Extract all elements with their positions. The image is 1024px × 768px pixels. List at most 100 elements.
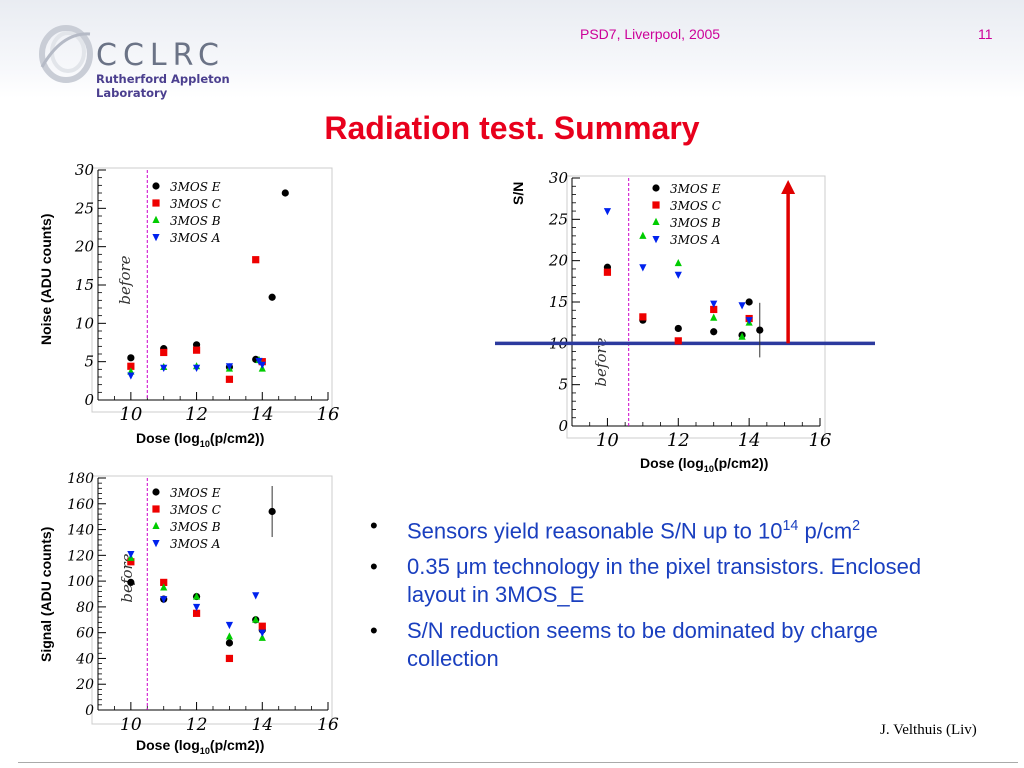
legend-label: 3MOS A bbox=[170, 231, 221, 245]
data-point bbox=[192, 364, 201, 372]
data-point bbox=[225, 632, 234, 640]
data-point bbox=[674, 324, 682, 333]
y-tick-label: 180 bbox=[67, 471, 94, 487]
bullet-dot: • bbox=[370, 513, 378, 538]
x-tick-label: 14 bbox=[251, 404, 274, 425]
x-tick-label: 16 bbox=[317, 404, 340, 425]
y-tick-label: 120 bbox=[67, 548, 94, 564]
legend-label: 3MOS B bbox=[170, 214, 221, 228]
data-point bbox=[603, 208, 612, 216]
x-label-text: Dose (log bbox=[136, 430, 200, 446]
x-label-text: Dose (log bbox=[640, 455, 704, 471]
red-arrow-head bbox=[781, 180, 796, 194]
y-tick-label: 80 bbox=[76, 600, 94, 616]
logo-swirl-icon bbox=[39, 25, 93, 83]
series-E bbox=[603, 263, 764, 339]
data-point bbox=[258, 633, 266, 641]
x-tick-label: 14 bbox=[738, 430, 761, 451]
legend-marker bbox=[152, 215, 160, 223]
series-A bbox=[127, 357, 266, 380]
data-point bbox=[258, 358, 266, 366]
data-point bbox=[738, 302, 746, 310]
data-point bbox=[252, 592, 260, 600]
series-A bbox=[127, 551, 266, 637]
x-tick-label: 16 bbox=[317, 715, 339, 735]
legend-label: 3MOS E bbox=[170, 486, 221, 500]
x-label-tail: (p/cm2)) bbox=[209, 737, 265, 753]
y-tick-label: 5 bbox=[558, 376, 568, 394]
x-label-text: Dose (log bbox=[136, 737, 200, 753]
y-tick-label: 0 bbox=[84, 391, 94, 409]
legend-marker bbox=[152, 182, 160, 190]
x-label-sub: 10 bbox=[703, 463, 714, 474]
plot-frame bbox=[91, 167, 333, 413]
legend-marker bbox=[152, 521, 160, 529]
data-point bbox=[710, 300, 718, 308]
header-band bbox=[0, 0, 1024, 98]
x-tick-label: 10 bbox=[596, 430, 619, 451]
data-point bbox=[603, 268, 612, 276]
legend-label: 3MOS E bbox=[670, 182, 721, 196]
data-point bbox=[225, 375, 234, 383]
series-C bbox=[603, 268, 753, 345]
legend-label: 3MOS C bbox=[670, 199, 721, 213]
x-tick-label: 16 bbox=[809, 430, 832, 451]
y-tick-label: 5 bbox=[84, 353, 94, 371]
legend-label: 3MOS A bbox=[170, 537, 221, 551]
y-tick-label: 10 bbox=[75, 314, 95, 332]
data-point bbox=[639, 264, 647, 272]
data-point bbox=[710, 328, 718, 336]
legend-marker bbox=[152, 540, 160, 548]
series-C bbox=[127, 558, 266, 663]
legend-marker bbox=[652, 184, 660, 192]
noise-x-axis-label: Dose (log10(p/cm2)) bbox=[136, 430, 264, 449]
series-B bbox=[639, 231, 753, 340]
data-point bbox=[225, 621, 234, 630]
x-label-sub: 10 bbox=[199, 438, 210, 449]
signal-y-axis-label: Signal (ADU counts) bbox=[38, 526, 54, 662]
data-point bbox=[268, 293, 276, 301]
data-point bbox=[258, 629, 266, 637]
bullet-text-tail: p/cm bbox=[798, 518, 853, 544]
data-point bbox=[127, 558, 135, 566]
y-tick-label: 0 bbox=[558, 417, 568, 435]
cclrc-logo: CCLRC Rutherford Appleton Laboratory bbox=[32, 12, 292, 100]
data-point bbox=[268, 507, 276, 516]
x-label-tail: (p/cm2)) bbox=[209, 430, 265, 446]
x-tick-label: 12 bbox=[186, 715, 208, 735]
legend-label: 3MOS A bbox=[670, 233, 721, 247]
data-point bbox=[160, 596, 168, 604]
x-tick-label: 12 bbox=[185, 404, 208, 425]
slide-title: Radiation test. Summary bbox=[324, 110, 700, 146]
y-tick-label: 15 bbox=[549, 293, 568, 311]
x-tick-label: 10 bbox=[119, 404, 142, 425]
data-point bbox=[255, 357, 263, 366]
data-point bbox=[225, 639, 234, 647]
y-tick-label: 25 bbox=[548, 210, 568, 228]
data-point bbox=[745, 298, 753, 306]
sn-x-axis-label: Dose (log10(p/cm2)) bbox=[640, 455, 768, 474]
y-tick-label: 30 bbox=[549, 169, 569, 187]
y-tick-label: 20 bbox=[74, 238, 95, 256]
data-point bbox=[127, 372, 135, 380]
data-point bbox=[192, 592, 201, 600]
x-tick-label: 10 bbox=[120, 715, 142, 735]
signal-chart: 0 20 40 60 80 100 120 140 160 180 10 12 14 16 before 3M… bbox=[67, 471, 339, 735]
data-point bbox=[738, 332, 746, 340]
data-point bbox=[127, 551, 135, 559]
bullet-dot: • bbox=[370, 618, 378, 644]
y-tick-label: 25 bbox=[74, 199, 94, 217]
data-point bbox=[710, 313, 718, 321]
legend-marker bbox=[152, 505, 160, 513]
data-point bbox=[281, 189, 289, 197]
logo-text: CCLRC bbox=[96, 38, 225, 73]
x-label-tail: (p/cm2)) bbox=[713, 455, 769, 471]
noise-chart: 0 5 10 15 20 25 30 10 12 14 16 before 3MOS E 3MOS C 3M… bbox=[74, 161, 340, 425]
legend-marker bbox=[652, 217, 660, 225]
conference-label: PSD7, Liverpool, 2005 bbox=[580, 26, 721, 42]
data-point bbox=[639, 231, 647, 239]
x-tick-label: 12 bbox=[667, 430, 690, 451]
data-point bbox=[160, 578, 168, 586]
bullet-item: • Sensors yield reasonable S/N up to 101… bbox=[370, 512, 960, 545]
